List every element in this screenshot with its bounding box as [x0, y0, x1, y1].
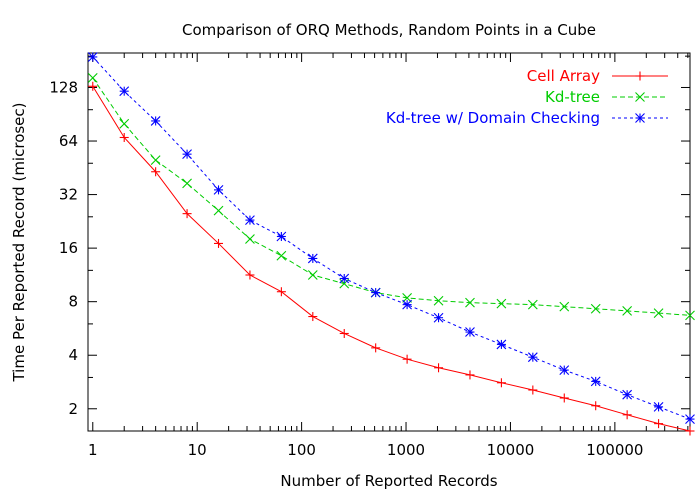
x-tick-label: 10 [188, 441, 207, 459]
legend-marker [635, 92, 645, 102]
data-point [685, 414, 695, 424]
data-point [527, 352, 538, 363]
data-point [87, 52, 98, 62]
data-point [496, 298, 507, 309]
data-point [496, 339, 507, 350]
y-tick-label: 8 [68, 293, 78, 311]
data-point [182, 149, 192, 160]
data-point [527, 299, 538, 310]
x-tick-label: 1 [88, 441, 98, 459]
data-point [590, 303, 601, 314]
legend-label: Cell Array [527, 67, 600, 85]
data-point [276, 250, 287, 261]
data-point [213, 205, 224, 216]
legend-label: Kd-tree w/ Domain Checking [386, 109, 600, 127]
legend-label: Kd-tree [545, 88, 600, 106]
data-point [402, 299, 412, 310]
plot-series [87, 52, 695, 436]
y-tick-label: 2 [68, 400, 78, 418]
data-point [245, 215, 255, 225]
data-point [685, 310, 695, 321]
data-point [622, 306, 633, 316]
data-point [339, 273, 350, 284]
series-line [92, 77, 691, 316]
data-point [276, 231, 287, 242]
series-1 [87, 72, 695, 321]
data-point [307, 270, 318, 280]
data-point [559, 301, 570, 312]
x-tick-label: 100000 [586, 441, 643, 459]
data-point [622, 389, 633, 400]
y-axis: 2 4 8 16 32 64 128 [49, 55, 690, 418]
legend-marker [635, 113, 645, 123]
data-point [150, 155, 161, 165]
x-tick-label: 100 [287, 441, 316, 459]
x-axis-label: Number of Reported Records [280, 472, 497, 489]
y-tick-label: 32 [59, 186, 78, 204]
series-line [92, 86, 691, 432]
data-point [465, 297, 475, 308]
chart-title: Comparison of ORQ Methods, Random Points… [182, 21, 596, 39]
x-tick-label: 10000 [487, 441, 535, 459]
x-axis: 1 10 100 1000 10000 100000 [87, 53, 689, 459]
data-point [213, 185, 224, 195]
data-point [653, 308, 664, 318]
data-point [119, 86, 130, 97]
data-point [370, 287, 381, 298]
data-point [465, 327, 475, 337]
data-point [590, 376, 601, 387]
y-tick-label: 16 [59, 239, 78, 257]
y-axis-label: Time Per Reported Record (microsec) [10, 102, 28, 382]
series-0 [88, 81, 695, 436]
data-point [559, 365, 570, 375]
y-tick-label: 4 [68, 346, 78, 364]
data-point [87, 72, 98, 83]
data-point [119, 118, 130, 129]
x-tick-label: 1000 [387, 441, 425, 459]
data-point [433, 295, 444, 306]
data-point [182, 178, 192, 189]
data-point [150, 116, 161, 126]
legend: Cell Array Kd-tree Kd-tree w/ Domain Check… [386, 67, 668, 127]
series-2 [87, 52, 695, 424]
data-point [653, 401, 664, 412]
y-tick-label: 128 [49, 78, 78, 96]
y-tick-label: 64 [59, 132, 78, 150]
plot-frame [87, 52, 691, 432]
data-point [307, 253, 318, 264]
data-point [433, 312, 444, 323]
data-point [339, 278, 350, 289]
data-point [245, 234, 255, 244]
